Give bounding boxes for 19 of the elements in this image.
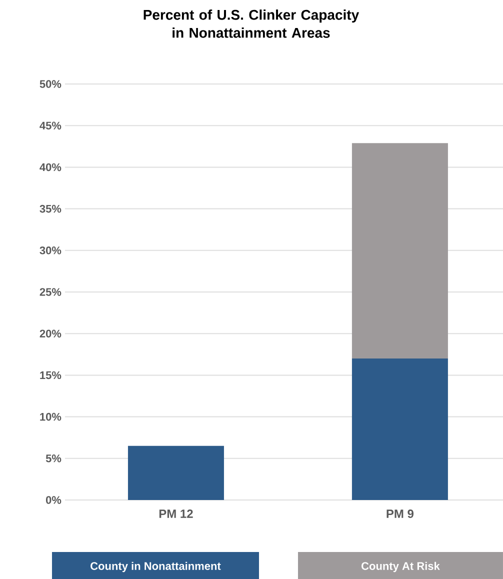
y-tick-label: 0% [46,496,62,504]
y-tick-label: 5% [46,454,62,462]
x-tick-label: PM 12 [159,510,193,518]
y-tick-label: 50% [40,80,62,88]
bar [352,358,448,500]
y-tick-label: 45% [40,122,62,130]
bar [352,143,448,359]
y-tick-label: 25% [40,288,62,296]
text: County At Risk [362,562,440,572]
x-tick-label: PM 9 [386,510,414,518]
y-tick-label: 30% [40,246,62,254]
y-tick-label: 20% [40,330,62,338]
chart-title: Percent of U.S. Clinker Capacity in Nonattainment Areas [144,10,360,38]
bar [128,446,224,500]
y-tick-label: 10% [40,412,62,421]
text: County in Nonattainment [90,562,221,572]
y-tick-label: 40% [40,163,62,172]
y-tick-label: 35% [40,204,62,213]
y-tick-label: 15% [40,371,62,380]
